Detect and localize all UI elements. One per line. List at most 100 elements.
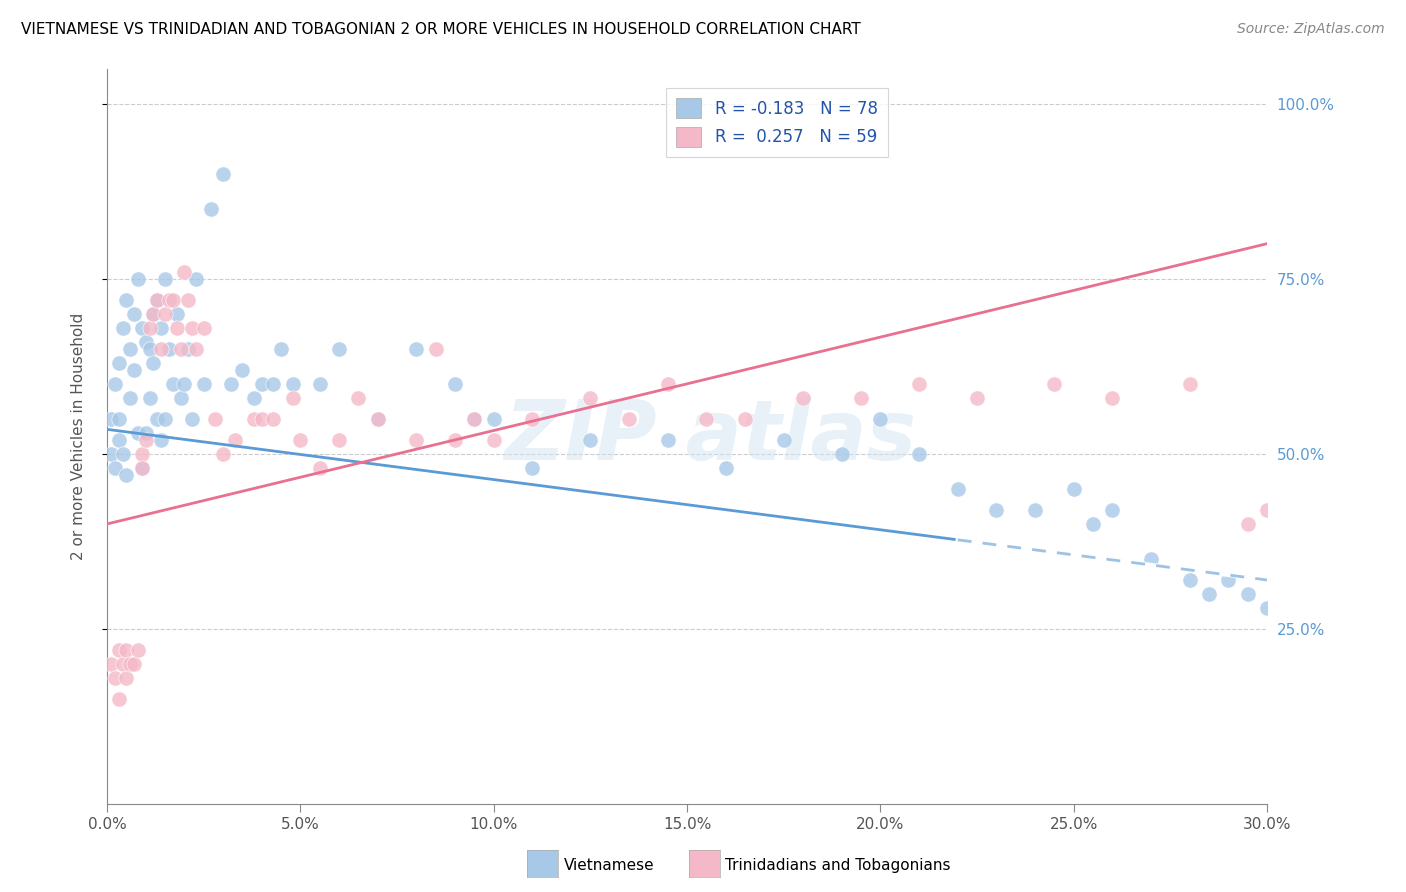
Point (120, 342, 142, 356)
Point (308, 376, 330, 391)
Point (150, 433, 173, 447)
Point (657, 376, 679, 391)
Point (100, 412, 122, 426)
Point (131, 320, 153, 334)
Point (169, 342, 191, 356)
Point (482, 433, 505, 447)
Point (181, 320, 204, 334)
Point (146, 293, 169, 307)
Point (986, 503, 1008, 517)
Point (405, 433, 427, 447)
Point (617, 412, 640, 426)
Point (1178, 573, 1201, 587)
Point (135, 334, 157, 349)
Point (328, 433, 350, 447)
Point (107, 643, 129, 657)
Text: VIETNAMESE VS TRINIDADIAN AND TOBAGONIAN 2 OR MORE VEHICLES IN HOUSEHOLD CORRELA: VIETNAMESE VS TRINIDADIAN AND TOBAGONIAN… (21, 22, 860, 37)
Point (367, 412, 389, 426)
Point (444, 376, 467, 391)
Point (444, 433, 467, 447)
Point (200, 202, 222, 216)
Point (146, 293, 169, 307)
Point (212, 167, 235, 181)
Point (193, 320, 215, 334)
Point (104, 376, 127, 391)
Point (115, 643, 138, 657)
Point (1178, 376, 1201, 391)
Point (1275, 622, 1298, 636)
Point (224, 433, 246, 447)
Point (367, 412, 389, 426)
Point (1140, 552, 1163, 566)
Text: Trinidadians and Tobagonians: Trinidadians and Tobagonians (725, 858, 950, 872)
Point (138, 342, 160, 356)
Point (219, 376, 242, 391)
Point (1236, 587, 1258, 601)
Point (212, 447, 235, 461)
Point (184, 271, 207, 285)
Point (107, 412, 129, 426)
Point (184, 342, 207, 356)
Point (127, 643, 149, 657)
Point (831, 447, 853, 461)
Point (243, 391, 266, 405)
Point (150, 342, 173, 356)
Point (100, 657, 122, 671)
Point (135, 425, 157, 440)
Point (135, 433, 157, 447)
Point (695, 412, 717, 426)
Point (138, 320, 160, 334)
Point (966, 391, 988, 405)
Point (104, 671, 127, 685)
Point (122, 363, 145, 377)
Point (115, 293, 138, 307)
Point (153, 307, 176, 321)
Text: Vietnamese: Vietnamese (564, 858, 654, 872)
Point (111, 657, 134, 671)
Point (142, 307, 165, 321)
Point (657, 433, 679, 447)
Point (107, 692, 129, 706)
Point (849, 391, 872, 405)
Point (522, 412, 544, 426)
Point (173, 265, 195, 279)
Point (193, 376, 215, 391)
Point (1081, 516, 1104, 531)
Point (169, 391, 191, 405)
Point (111, 447, 134, 461)
Point (243, 412, 266, 426)
Point (120, 391, 142, 405)
Point (153, 271, 176, 285)
Point (270, 342, 292, 356)
Point (908, 376, 931, 391)
Point (714, 461, 737, 475)
Point (107, 356, 129, 370)
Point (328, 342, 350, 356)
Point (792, 391, 814, 405)
Point (250, 376, 273, 391)
Point (131, 461, 153, 475)
Point (1063, 482, 1085, 496)
Point (107, 433, 129, 447)
Point (579, 391, 602, 405)
Point (482, 412, 505, 426)
Point (115, 671, 138, 685)
Point (177, 342, 200, 356)
Point (250, 412, 273, 426)
Point (1024, 503, 1046, 517)
Point (1043, 376, 1066, 391)
Point (150, 320, 173, 334)
Point (131, 461, 153, 475)
Point (142, 307, 165, 321)
Point (463, 412, 485, 426)
Point (1218, 573, 1240, 587)
Point (579, 433, 602, 447)
Point (104, 461, 127, 475)
Point (131, 447, 153, 461)
Point (231, 363, 253, 377)
Point (122, 307, 145, 321)
Point (1198, 587, 1220, 601)
Point (157, 293, 180, 307)
Point (153, 412, 176, 426)
Y-axis label: 2 or more Vehicles in Household: 2 or more Vehicles in Household (72, 313, 86, 560)
